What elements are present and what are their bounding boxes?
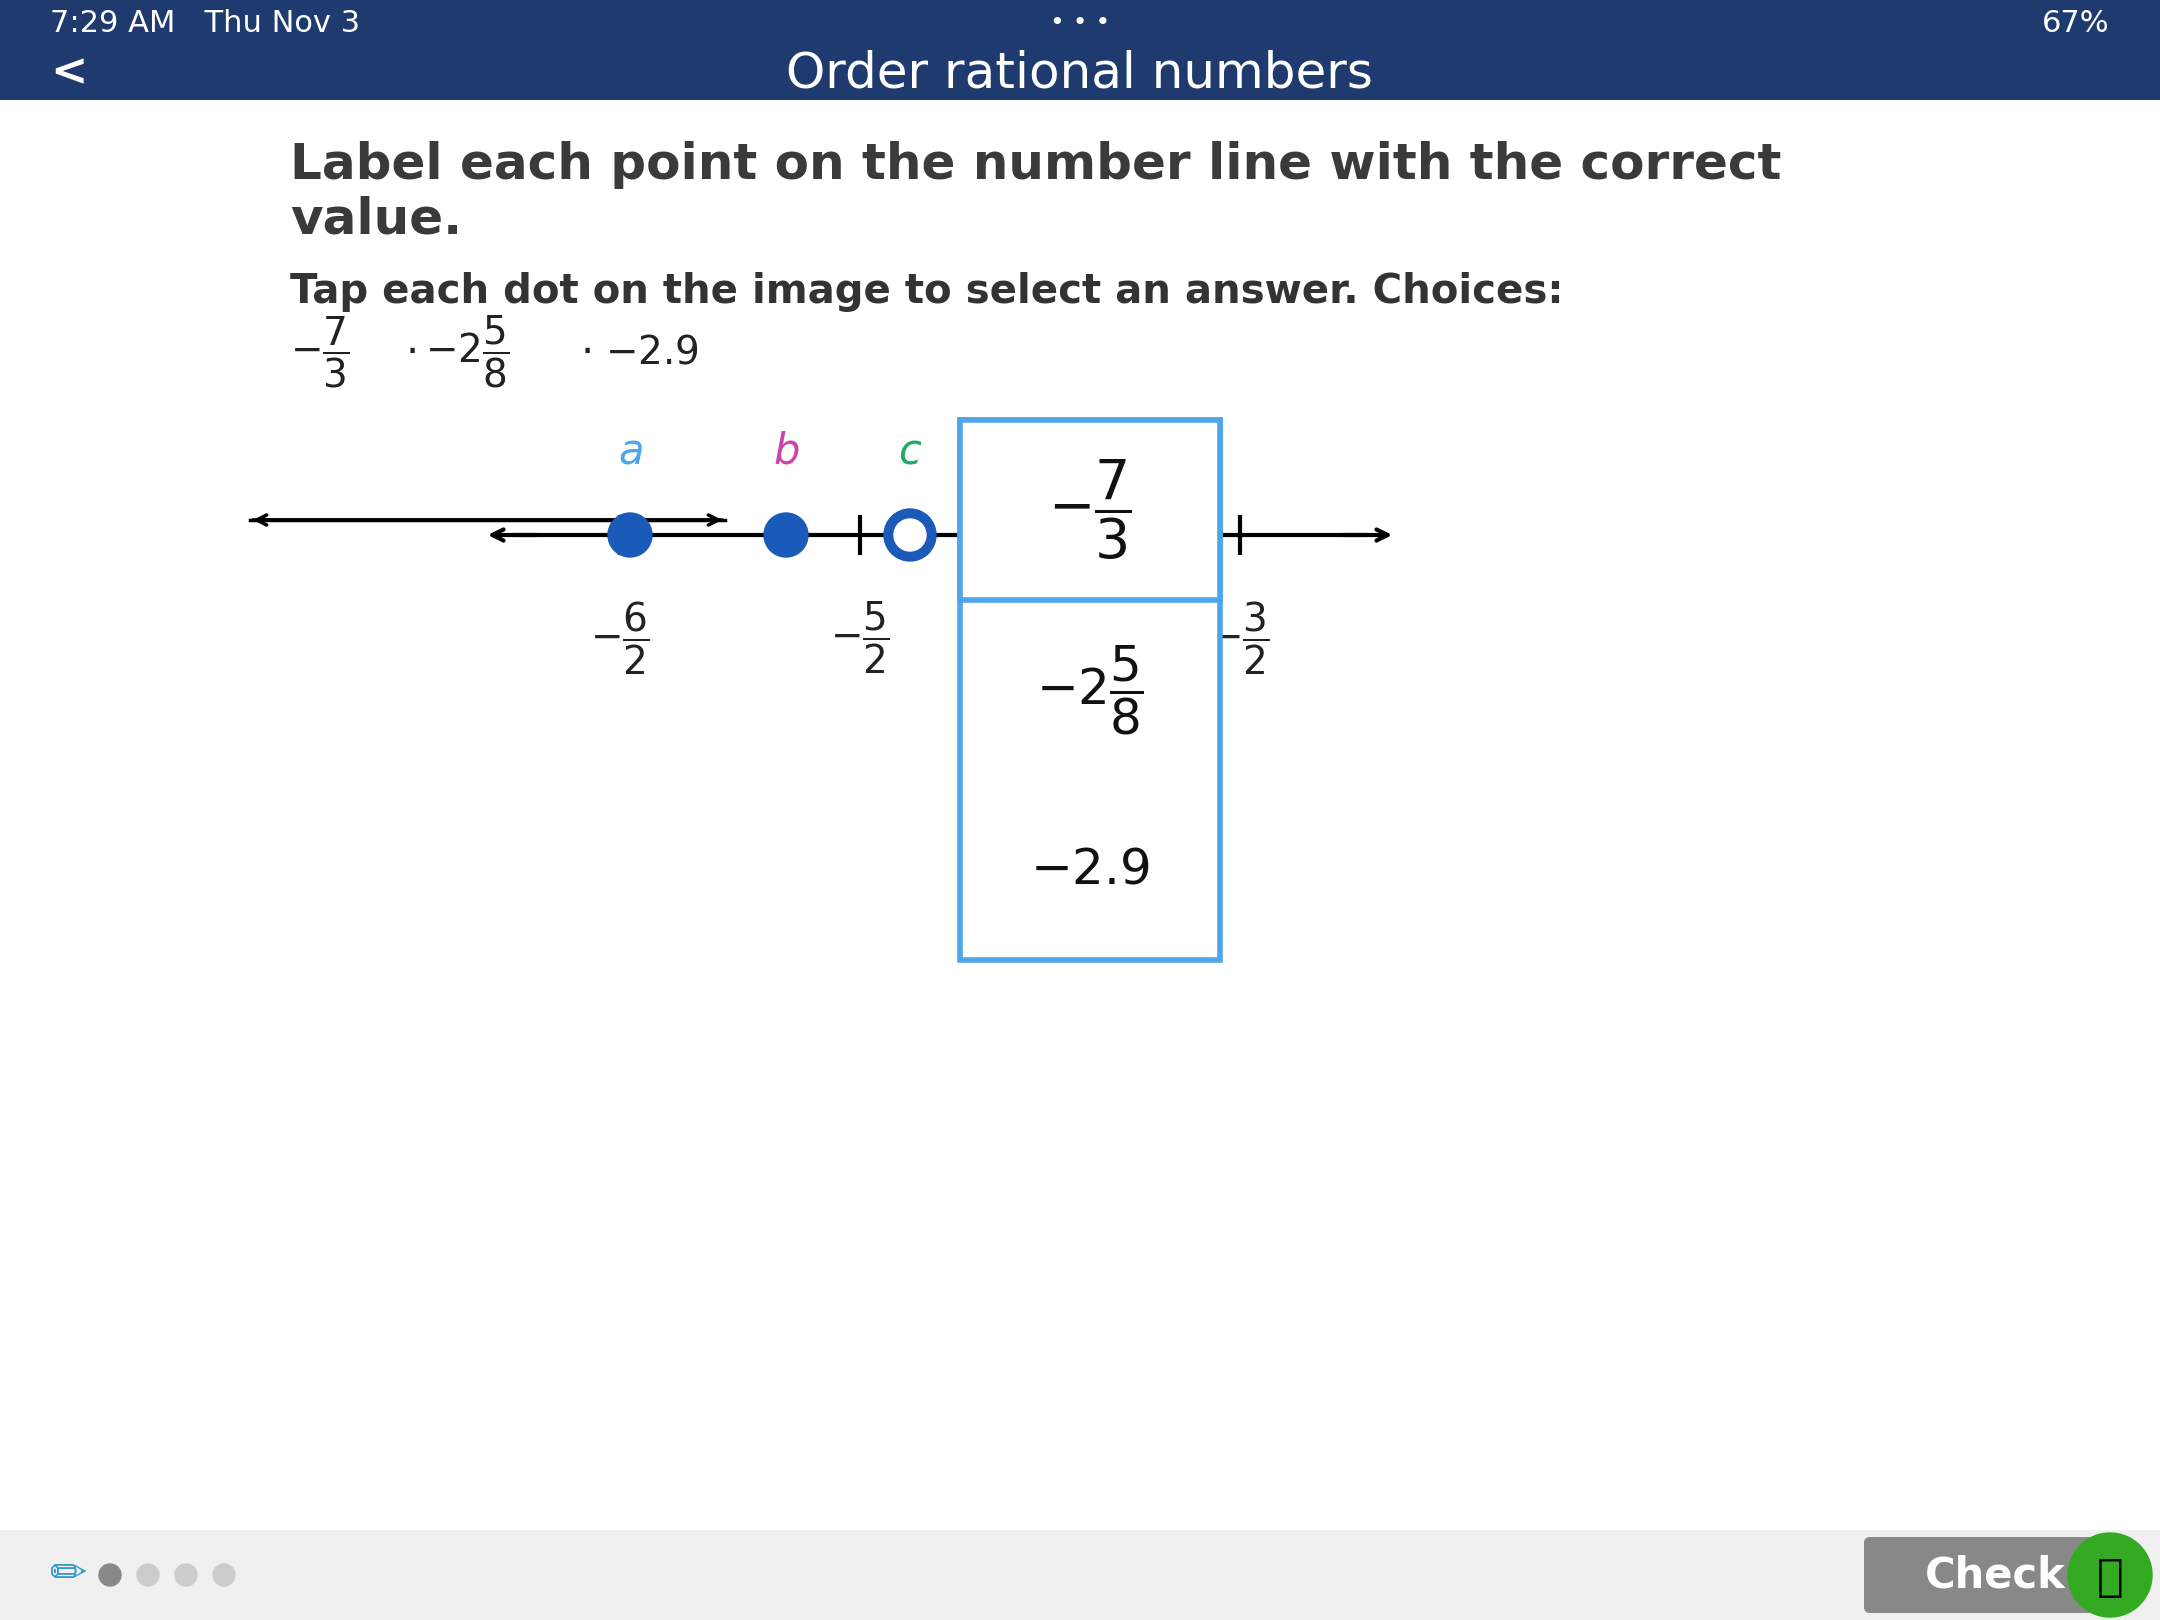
Text: Label each point on the number line with the correct: Label each point on the number line with… [289,141,1782,190]
Text: $-2\dfrac{5}{8}$: $-2\dfrac{5}{8}$ [1037,643,1145,737]
Text: 💡: 💡 [2097,1555,2123,1599]
FancyBboxPatch shape [0,0,2160,45]
Text: $\cdot$: $\cdot$ [406,330,415,373]
Circle shape [136,1563,160,1586]
FancyBboxPatch shape [959,420,1220,961]
Text: $-\dfrac{7}{3}$: $-\dfrac{7}{3}$ [1048,458,1132,562]
Text: Check: Check [1925,1554,2065,1596]
Text: Tap each dot on the image to select an answer. Choices:: Tap each dot on the image to select an a… [289,272,1564,313]
Circle shape [765,514,808,557]
Circle shape [99,1563,121,1586]
Text: $-\dfrac{3}{2}$: $-\dfrac{3}{2}$ [1210,599,1270,677]
Circle shape [214,1563,235,1586]
Text: $-2.9$: $-2.9$ [605,334,700,371]
FancyBboxPatch shape [959,420,1220,599]
Text: ✏: ✏ [50,1554,86,1596]
Text: $-\dfrac{6}{2}$: $-\dfrac{6}{2}$ [590,599,650,677]
Text: $b$: $b$ [773,431,799,473]
Circle shape [175,1563,197,1586]
Text: 7:29 AM   Thu Nov 3: 7:29 AM Thu Nov 3 [50,8,361,37]
Text: $-2.9$: $-2.9$ [1030,846,1149,894]
Text: • • •: • • • [1050,11,1110,36]
Text: $-\dfrac{7}{3}$: $-\dfrac{7}{3}$ [289,314,350,389]
Circle shape [894,518,927,551]
Text: $-\dfrac{5}{2}$: $-\dfrac{5}{2}$ [829,599,890,676]
Circle shape [883,509,935,561]
Text: 67%: 67% [2043,8,2110,37]
Text: value.: value. [289,196,462,245]
FancyBboxPatch shape [1864,1537,2125,1614]
Text: $c$: $c$ [899,431,922,473]
Circle shape [2067,1533,2151,1617]
Text: $\cdot$: $\cdot$ [581,330,590,373]
Text: <: < [50,52,86,94]
FancyBboxPatch shape [0,45,2160,100]
Circle shape [607,514,652,557]
Text: $-2\dfrac{5}{8}$: $-2\dfrac{5}{8}$ [426,314,510,390]
Text: Order rational numbers: Order rational numbers [786,49,1374,97]
FancyBboxPatch shape [0,1529,2160,1620]
Text: $a$: $a$ [618,431,642,473]
